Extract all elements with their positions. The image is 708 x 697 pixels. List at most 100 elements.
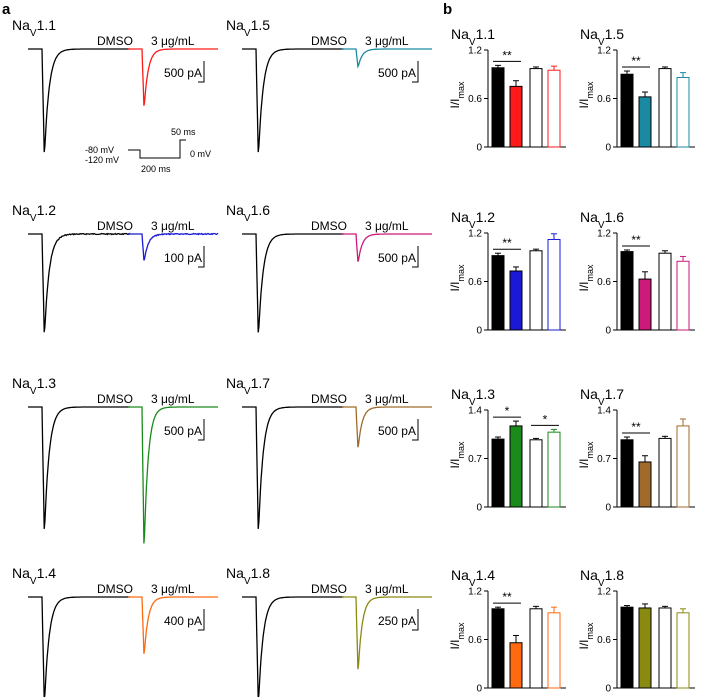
protocol-prepulse-duration: 200 ms <box>141 164 171 174</box>
y-axis-label: I/Imax <box>448 264 466 292</box>
channel-subscript: V <box>469 578 476 589</box>
dmso-label: DMSO <box>311 34 347 48</box>
y-axis-label-main: I/I <box>577 281 591 291</box>
trace-channel-label: NaV1.3 <box>12 375 56 397</box>
protocol-test-duration: 50 ms <box>171 127 196 137</box>
channel-subscript: V <box>244 28 251 39</box>
panel-label-b: b <box>443 1 452 18</box>
bar <box>491 438 505 508</box>
treated-current-trace <box>128 232 219 261</box>
y-tick-label: 0.6 <box>468 635 482 646</box>
chart-channel-label: NaV1.2 <box>451 209 495 231</box>
scale-bar <box>412 419 419 441</box>
bar <box>529 608 543 689</box>
y-axis-label: I/Imax <box>577 264 595 292</box>
trace-channel-label: NaV1.7 <box>226 375 270 397</box>
bar-chart-1-1: NaV1.1 0 0.6 1.2 I/Imax ** <box>448 26 566 154</box>
channel-number: 1.3 <box>37 375 57 391</box>
channel-number: 1.1 <box>476 26 496 42</box>
y-tick-label: 0 <box>605 326 611 337</box>
channel-prefix: Na <box>226 565 244 581</box>
bar <box>658 437 672 508</box>
bar <box>658 68 672 148</box>
protocol-waveform <box>128 139 186 159</box>
bar-chart-1-2: NaV1.2 0 0.6 1.2 I/Imax ** <box>448 209 566 337</box>
trace-group-1-4: NaV1.4 DMSO 3 μg/mL 400 pA <box>12 565 218 697</box>
treatment-label: 3 μg/mL <box>151 219 195 233</box>
y-axis-label-sub: max <box>456 441 466 459</box>
y-tick-label: 0.7 <box>468 454 482 465</box>
y-axis-label-main: I/I <box>448 458 462 468</box>
bar <box>638 461 652 508</box>
treatment-label: 3 μg/mL <box>151 34 195 48</box>
dmso-current-trace <box>28 232 131 333</box>
bar-chart-1-5: NaV1.5 0 0.6 1.2 I/Imax ** <box>577 26 695 154</box>
bar <box>676 425 690 508</box>
y-axis-label-main: I/I <box>577 639 591 649</box>
y-axis-label-sub: max <box>456 264 466 282</box>
significance-marker: ** <box>502 590 512 604</box>
trace-group-1-5: NaV1.5 DMSO 3 μg/mL 500 pA <box>226 17 432 153</box>
chart-channel-label: NaV1.8 <box>580 567 624 589</box>
y-tick-label: 0.6 <box>597 94 611 105</box>
bar <box>529 439 543 508</box>
protocol-test-label: 0 mV <box>190 149 211 159</box>
treated-current-trace <box>128 406 218 544</box>
dmso-label: DMSO <box>97 34 133 48</box>
channel-prefix: Na <box>451 209 469 225</box>
channel-subscript: V <box>469 220 476 231</box>
bar <box>676 76 690 148</box>
channel-number: 1.5 <box>251 17 271 33</box>
trace-group-1-3: NaV1.3 DMSO 3 μg/mL 500 pA <box>12 375 218 544</box>
dmso-current-trace <box>28 48 130 153</box>
bar <box>547 69 561 148</box>
trace-group-1-7: NaV1.7 DMSO 3 μg/mL 500 pA <box>226 375 432 529</box>
y-axis-label-sub: max <box>585 264 595 282</box>
treated-current-trace <box>342 596 432 670</box>
channel-number: 1.4 <box>476 567 496 583</box>
treated-current-trace <box>342 406 432 448</box>
channel-number: 1.7 <box>251 375 271 391</box>
chart-channel-label: NaV1.4 <box>451 567 495 589</box>
trace-group-1-6: NaV1.6 DMSO 3 μg/mL 500 pA <box>226 202 432 333</box>
y-axis-label: I/Imax <box>577 81 595 109</box>
chart-channel-label: NaV1.7 <box>580 386 624 408</box>
bar <box>491 608 505 689</box>
treatment-label: 3 μg/mL <box>151 392 195 406</box>
dmso-current-trace <box>242 406 344 529</box>
significance-marker: * <box>505 404 510 418</box>
channel-number: 1.7 <box>605 386 625 402</box>
bar <box>491 67 505 148</box>
channel-prefix: Na <box>580 386 598 402</box>
chart-channel-label: NaV1.3 <box>451 386 495 408</box>
voltage-protocol: -80 mV -120 mV 0 mV 200 ms 50 ms <box>85 127 211 174</box>
y-axis-label-sub: max <box>456 81 466 99</box>
channel-number: 1.4 <box>37 565 57 581</box>
significance-marker: ** <box>502 48 512 62</box>
channel-prefix: Na <box>12 375 30 391</box>
channel-subscript: V <box>598 397 605 408</box>
bar <box>638 96 652 148</box>
channel-number: 1.1 <box>37 17 57 33</box>
channel-prefix: Na <box>226 375 244 391</box>
bar <box>547 238 561 331</box>
dmso-label: DMSO <box>97 219 133 233</box>
bar <box>509 642 523 689</box>
y-tick-label: 0.6 <box>468 277 482 288</box>
scale-bar-label: 500 pA <box>378 251 416 265</box>
trace-group-1-1: NaV1.1 DMSO 3 μg/mL 500 pA <box>12 17 218 153</box>
scale-bar-label: 400 pA <box>164 614 202 628</box>
y-tick-label: 0 <box>605 684 611 695</box>
channel-subscript: V <box>598 220 605 231</box>
channel-subscript: V <box>469 37 476 48</box>
bar <box>529 68 543 148</box>
scale-bar-label: 500 pA <box>164 66 202 80</box>
y-tick-label: 0 <box>605 503 611 514</box>
dmso-current-trace <box>242 48 344 153</box>
treatment-label: 3 μg/mL <box>365 219 409 233</box>
treatment-label: 3 μg/mL <box>365 392 409 406</box>
scale-bar-label: 100 pA <box>164 251 202 265</box>
dmso-label: DMSO <box>311 582 347 596</box>
bar <box>620 439 634 508</box>
y-tick-label: 0 <box>476 143 482 154</box>
